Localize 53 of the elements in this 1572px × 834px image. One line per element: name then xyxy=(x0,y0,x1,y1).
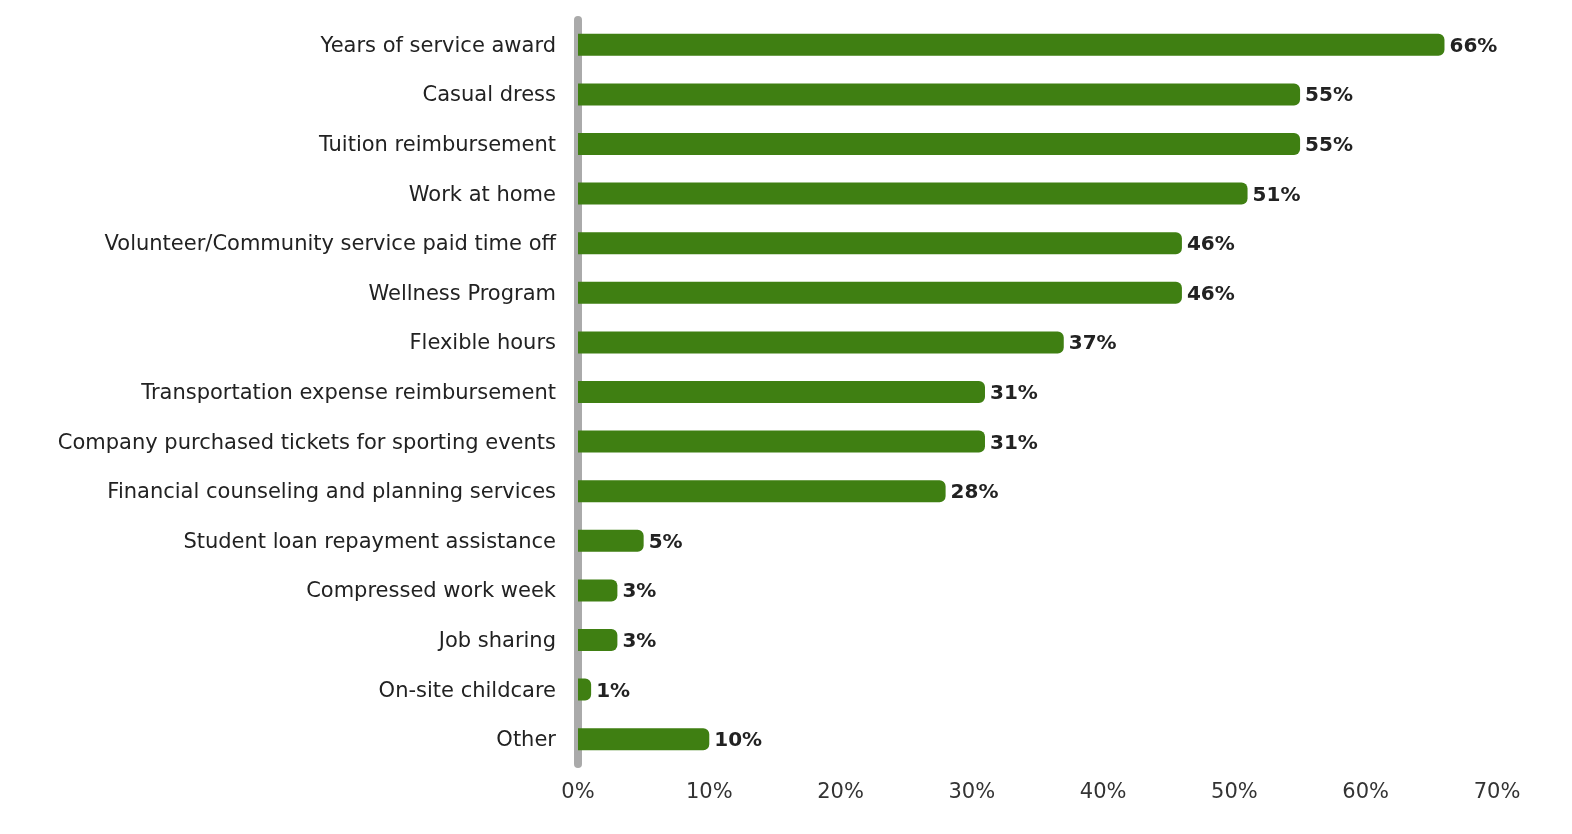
x-tick-label: 40% xyxy=(1079,778,1127,803)
bar xyxy=(578,133,1301,155)
data-label: 28% xyxy=(950,479,999,504)
y-tick-label: On-site childcare xyxy=(378,677,556,702)
bar xyxy=(578,33,1445,56)
y-tick-label: Other xyxy=(496,727,557,752)
bar xyxy=(578,232,1182,255)
x-tick-label: 20% xyxy=(817,778,864,803)
bar xyxy=(578,678,592,701)
bar xyxy=(578,331,1064,354)
y-tick-label: Work at home xyxy=(408,181,556,206)
data-label: 31% xyxy=(989,380,1038,404)
data-label: 66% xyxy=(1449,32,1498,57)
y-tick-label: Casual dress xyxy=(422,82,556,107)
data-label: 46% xyxy=(1186,280,1235,305)
data-label: 10% xyxy=(714,727,763,752)
data-label: 55% xyxy=(1305,82,1353,107)
y-tick-label: Job sharing xyxy=(436,628,556,652)
bar xyxy=(578,480,946,503)
y-tick-label: Company purchased tickets for sporting events xyxy=(57,429,556,454)
x-tick-label: 0% xyxy=(561,778,595,803)
data-label: 31% xyxy=(989,429,1038,454)
bar xyxy=(578,579,618,602)
data-label: 3% xyxy=(622,628,657,652)
bar xyxy=(578,83,1301,106)
y-tick-label: Tuition reimbursement xyxy=(317,132,556,156)
data-label: 51% xyxy=(1252,181,1301,206)
bar xyxy=(578,629,618,651)
bar xyxy=(578,281,1182,304)
bar xyxy=(578,381,985,403)
x-tick-label: 60% xyxy=(1342,778,1390,803)
data-label: 55% xyxy=(1305,132,1353,156)
x-tick-label: 70% xyxy=(1473,778,1521,803)
x-tick-label: 10% xyxy=(685,778,733,803)
x-tick-label: 50% xyxy=(1211,778,1258,803)
data-label: 3% xyxy=(622,578,657,603)
data-label: 1% xyxy=(596,677,631,702)
y-tick-label: Volunteer/Community service paid time off xyxy=(104,231,557,256)
bar xyxy=(578,430,985,453)
bar xyxy=(578,728,710,751)
bar xyxy=(578,529,644,552)
y-tick-label: Wellness Program xyxy=(368,280,556,305)
y-tick-label: Student loan repayment assistance xyxy=(183,528,556,553)
data-label: 5% xyxy=(648,528,683,553)
data-label: 37% xyxy=(1068,330,1117,355)
y-tick-label: Transportation expense reimbursement xyxy=(140,380,556,404)
x-tick-label: 30% xyxy=(948,778,996,803)
y-tick-label: Financial counseling and planning services xyxy=(107,479,556,504)
y-tick-label: Compressed work week xyxy=(306,578,557,603)
data-label: 46% xyxy=(1186,231,1235,256)
bar xyxy=(578,182,1248,205)
y-tick-label: Years of service award xyxy=(319,32,556,57)
y-tick-label: Flexible hours xyxy=(409,330,556,355)
